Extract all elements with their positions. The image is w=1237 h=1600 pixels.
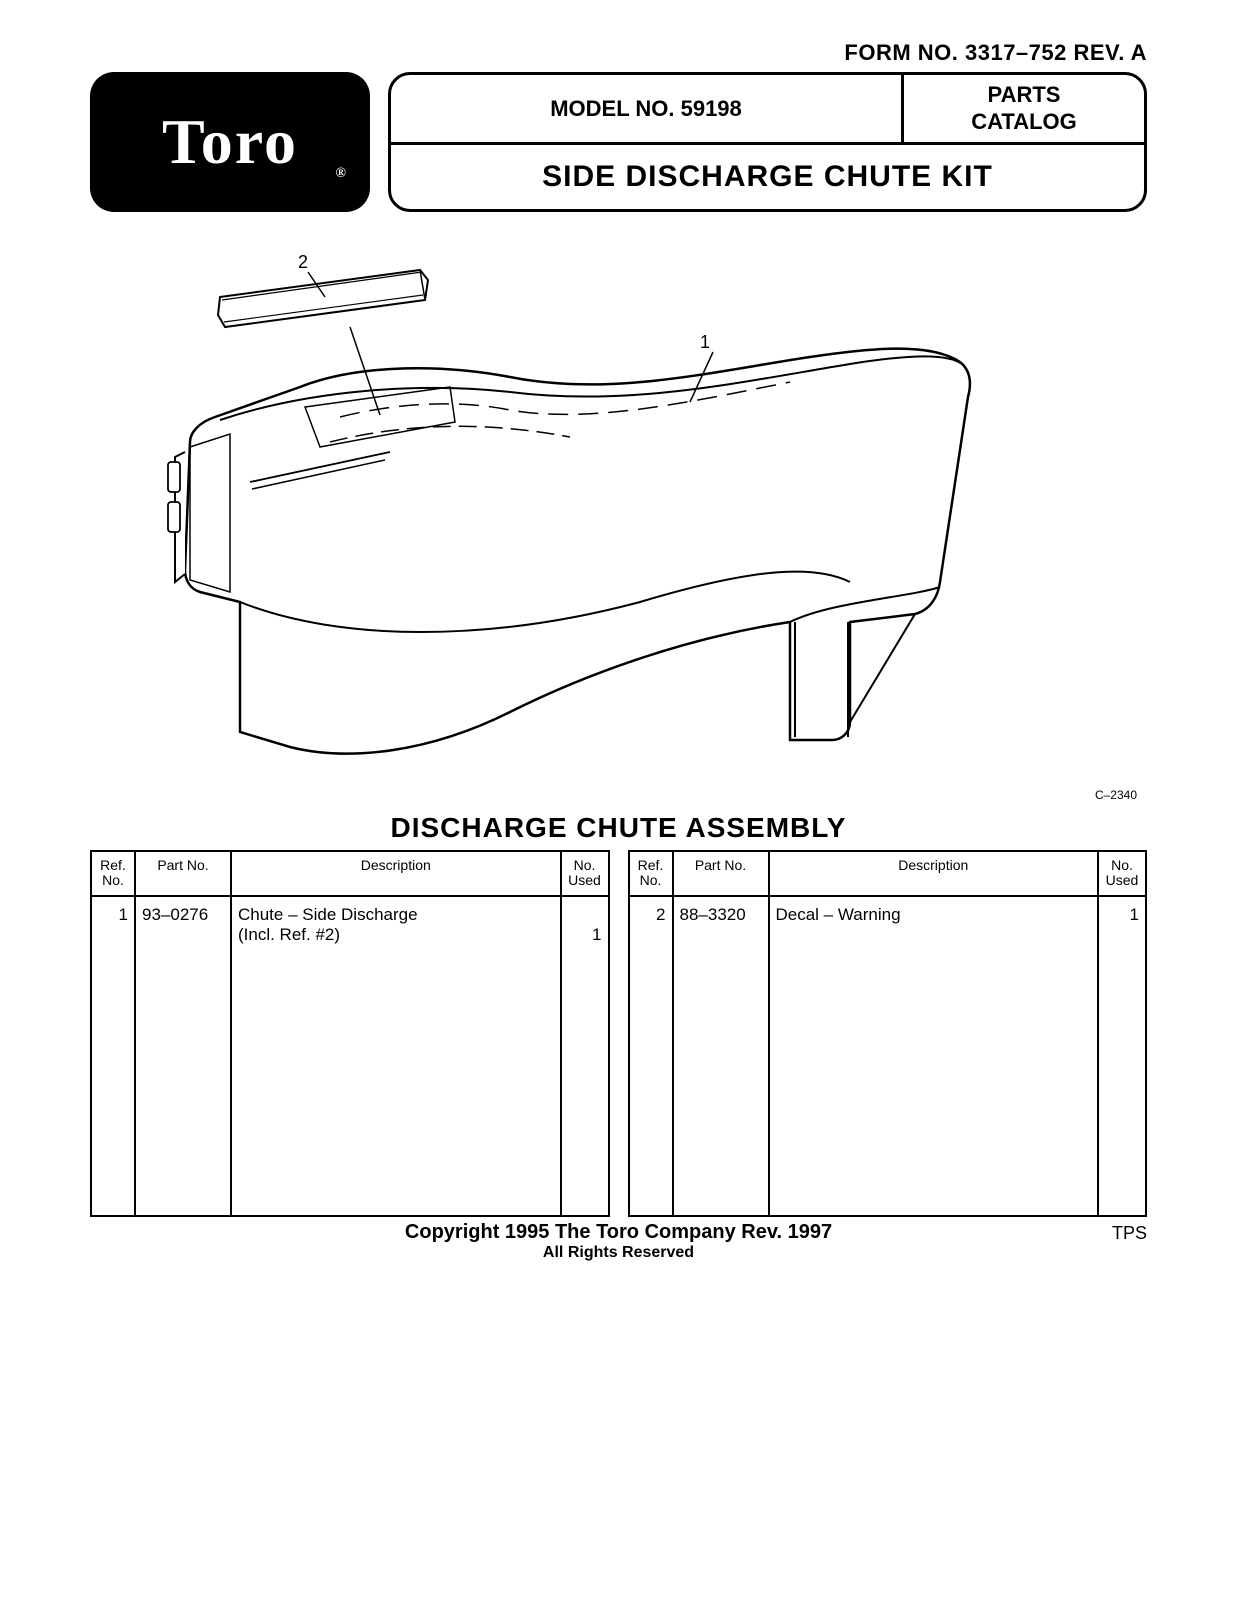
parts-table-right: Ref. No. Part No. Description No. Used 2… — [628, 850, 1148, 1217]
exploded-diagram: 2 1 C–2340 — [90, 242, 1147, 802]
tps-code: TPS — [1112, 1223, 1147, 1244]
header-row: Toro ® MODEL NO. 59198 PARTS CATALOG SID… — [90, 72, 1147, 212]
th-part: Part No. — [135, 851, 231, 896]
chute-illustration — [90, 242, 1147, 802]
cell-part: 93–0276 — [135, 896, 231, 1216]
th-desc: Description — [769, 851, 1099, 896]
th-used: No. Used — [1098, 851, 1146, 896]
diagram-label-1: 1 — [700, 332, 710, 353]
th-ref: Ref. No. — [629, 851, 673, 896]
desc-main: Decal – Warning — [776, 905, 1092, 925]
diagram-code: C–2340 — [1095, 788, 1137, 802]
footer: Copyright 1995 The Toro Company Rev. 199… — [90, 1221, 1147, 1262]
parts-table-left: Ref. No. Part No. Description No. Used 1… — [90, 850, 610, 1217]
logo-registered-icon: ® — [336, 166, 348, 182]
assembly-title: DISCHARGE CHUTE ASSEMBLY — [90, 812, 1147, 844]
cell-used: 1 — [1098, 896, 1146, 1216]
title-top-row: MODEL NO. 59198 PARTS CATALOG — [391, 75, 1144, 145]
logo-text: Toro — [162, 105, 298, 179]
title-box: MODEL NO. 59198 PARTS CATALOG SIDE DISCH… — [388, 72, 1147, 212]
th-ref: Ref. No. — [91, 851, 135, 896]
parts-catalog-label: PARTS CATALOG — [904, 75, 1144, 142]
table-row: 2 88–3320 Decal – Warning 1 — [629, 896, 1147, 1216]
desc-main: Chute – Side Discharge — [238, 905, 554, 925]
diagram-label-2: 2 — [298, 252, 308, 273]
copyright-line-1: Copyright 1995 The Toro Company Rev. 199… — [90, 1221, 1147, 1244]
form-number: FORM NO. 3317–752 REV. A — [90, 40, 1147, 66]
table-row: 1 93–0276 Chute – Side Discharge (Incl. … — [91, 896, 609, 1216]
toro-logo: Toro ® — [90, 72, 370, 212]
cell-desc: Decal – Warning — [769, 896, 1099, 1216]
cell-ref: 2 — [629, 896, 673, 1216]
copyright-line-2: All Rights Reserved — [90, 1244, 1147, 1262]
th-part: Part No. — [673, 851, 769, 896]
th-desc: Description — [231, 851, 561, 896]
model-number: MODEL NO. 59198 — [391, 75, 904, 142]
parts-tables: Ref. No. Part No. Description No. Used 1… — [90, 850, 1147, 1217]
product-title: SIDE DISCHARGE CHUTE KIT — [391, 145, 1144, 209]
cell-used: . 1 — [561, 896, 609, 1216]
cell-desc: Chute – Side Discharge (Incl. Ref. #2) — [231, 896, 561, 1216]
cell-ref: 1 — [91, 896, 135, 1216]
desc-sub: (Incl. Ref. #2) — [238, 925, 554, 945]
cell-part: 88–3320 — [673, 896, 769, 1216]
th-used: No. Used — [561, 851, 609, 896]
